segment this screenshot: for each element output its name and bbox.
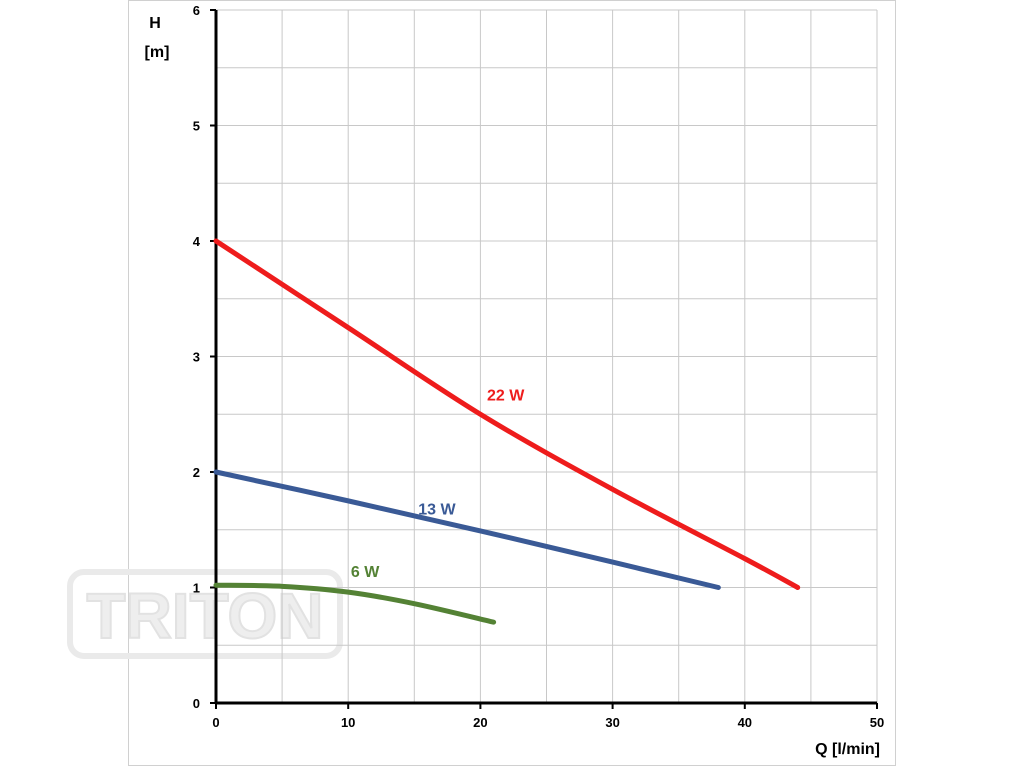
y-axis-title: H (149, 15, 161, 32)
x-tick-label: 20 (473, 715, 487, 730)
series-label-2: 13 W (418, 502, 456, 519)
y-tick-label: 6 (193, 3, 200, 18)
y-tick-label: 5 (193, 119, 200, 134)
series-lines (213, 238, 801, 625)
y-tick-label: 3 (193, 350, 200, 365)
x-axis-title: Q [l/min] (815, 741, 880, 758)
y-tick-label: 1 (193, 581, 200, 596)
x-tick-label: 30 (605, 715, 619, 730)
series-label-1: 22 W (487, 387, 525, 404)
tick-labels: 0 1 2 3 4 5 6 0 10 20 30 40 50 (193, 3, 884, 730)
chart-frame (128, 0, 896, 766)
watermark-text: TRITON (86, 580, 323, 652)
y-tick-label: 2 (193, 465, 200, 480)
x-tick-label: 0 (212, 715, 219, 730)
y-tick-label: 4 (193, 234, 201, 249)
y-axis-unit: [m] (145, 44, 170, 61)
axes (210, 9, 878, 709)
x-tick-label: 50 (870, 715, 884, 730)
series-labels: 22 W 13 W 6 W (351, 387, 525, 581)
series-line-2 (213, 469, 721, 590)
series-line-1 (213, 238, 801, 590)
y-tick-label: 0 (193, 696, 200, 711)
series-line-3 (213, 582, 497, 625)
x-tick-label: 40 (738, 715, 752, 730)
x-tick-label: 10 (341, 715, 355, 730)
series-label-3: 6 W (351, 564, 380, 581)
triton-logo-watermark: TRITON (67, 569, 343, 659)
